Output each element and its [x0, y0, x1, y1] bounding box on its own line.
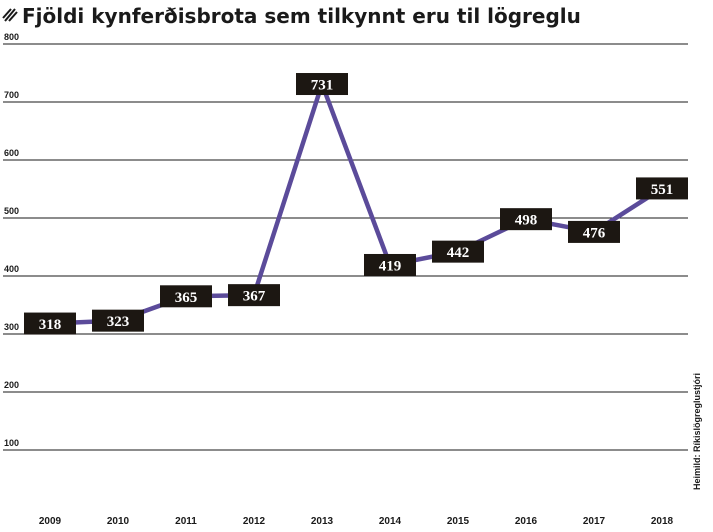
data-label: 731	[311, 78, 334, 94]
x-tick-label: 2014	[379, 516, 402, 527]
y-tick-label: 700	[4, 90, 19, 100]
data-label: 476	[583, 225, 606, 241]
data-point: 365	[160, 285, 212, 308]
data-label: 419	[379, 258, 402, 274]
y-tick-label: 400	[4, 264, 19, 274]
data-label: 498	[515, 213, 538, 229]
data-point: 498	[500, 208, 552, 231]
y-tick-label: 200	[4, 380, 19, 390]
data-label-box	[568, 220, 620, 243]
data-label-box	[160, 285, 212, 308]
data-label-box	[24, 312, 76, 335]
y-tick-label: 300	[4, 322, 19, 332]
data-label-box	[636, 177, 688, 200]
x-tick-label: 2012	[243, 516, 266, 527]
data-point: 318	[24, 312, 76, 335]
data-labels: 318 323 365 367 731 419 442 498 476 551	[24, 73, 688, 335]
data-point: 476	[568, 220, 620, 243]
data-label-box	[92, 309, 144, 332]
gridlines	[3, 43, 688, 451]
data-point: 731	[296, 73, 348, 96]
data-point: 323	[92, 309, 144, 332]
chart-title: Fjöldi kynferðisbrota sem tilkynnt eru t…	[22, 4, 581, 28]
x-tick-label: 2009	[39, 516, 62, 527]
y-tick-label: 500	[4, 206, 19, 216]
data-label-box	[500, 208, 552, 231]
data-point: 367	[228, 284, 280, 307]
x-tick-label: 2016	[515, 516, 538, 527]
series-line-path	[47, 81, 665, 326]
y-tick-label: 100	[4, 438, 19, 448]
x-axis: 2009 2010 2011 2012 2013 2014 2015 2016 2017 2018	[39, 516, 674, 527]
data-point: 419	[364, 253, 416, 276]
x-tick-label: 2011	[175, 516, 197, 527]
x-tick-label: 2015	[447, 516, 470, 527]
data-label: 323	[107, 314, 130, 330]
data-point: 551	[636, 177, 688, 200]
y-axis: 100 200 300 400 500 600 700 800	[4, 32, 19, 448]
x-tick-label: 2010	[107, 516, 130, 527]
series-line	[47, 81, 665, 326]
y-tick-label: 800	[4, 32, 19, 42]
data-label-box	[296, 73, 348, 96]
data-label: 551	[651, 182, 674, 198]
y-tick-label: 600	[4, 148, 19, 158]
x-tick-label: 2013	[311, 516, 334, 527]
x-tick-label: 2018	[651, 516, 674, 527]
hatch-icon	[2, 8, 18, 22]
data-label: 367	[243, 289, 266, 305]
data-label-box	[228, 284, 280, 307]
data-label: 365	[175, 290, 198, 306]
data-label: 442	[447, 245, 470, 261]
data-label: 318	[39, 317, 62, 333]
x-tick-label: 2017	[583, 516, 606, 527]
source-note: Heimild: Ríkislögreglustjóri	[692, 373, 702, 490]
data-label-box	[364, 253, 416, 276]
data-label-box	[432, 240, 484, 263]
data-point: 442	[432, 240, 484, 263]
